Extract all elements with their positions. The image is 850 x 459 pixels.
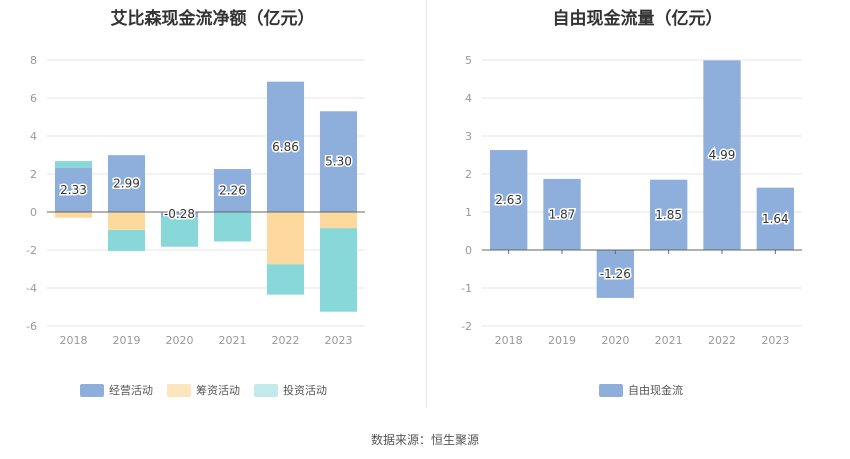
panel-divider — [426, 0, 427, 408]
cash-flow-bar-2021-s2 — [213, 212, 252, 242]
cash-flow-bar-2019-s0 — [107, 155, 146, 212]
free-cash-flow-bar-2021-s0 — [650, 179, 688, 250]
free-cash-flow-data-label-2023: 1.64 — [762, 212, 789, 226]
cash-flow-x-tick-label-2021: 2021 — [219, 334, 247, 347]
free-cash-flow-bar-2020-s0 — [596, 250, 634, 298]
legend-label-free-cash-flow: 自由现金流 — [628, 384, 683, 397]
cash-flow-y-tick-label: -2 — [26, 244, 37, 257]
cash-flow-bar-2023-s2 — [319, 228, 358, 312]
legend-item-financing[interactable]: 筹资活动 — [167, 382, 240, 398]
cash-flow-x-tick-label-2023: 2023 — [325, 334, 353, 347]
cash-flow-data-label-2020: -0.28 — [164, 207, 195, 221]
cash-flow-y-tick-label: 8 — [30, 54, 37, 67]
free-cash-flow-bar-2019-s0 — [543, 178, 581, 250]
legend-label-investing: 投资活动 — [283, 384, 327, 397]
free-cash-flow-x-tick-label-2018: 2018 — [495, 334, 523, 347]
cash-flow-bar-2018-s0 — [54, 167, 93, 212]
free-cash-flow-x-tick-label-2023: 2023 — [761, 334, 789, 347]
left-chart-title: 艾比森现金流净额（亿元） — [110, 9, 315, 29]
free-cash-flow-y-tick-label: 1 — [465, 206, 472, 219]
cash-flow-bar-2023-s1 — [319, 212, 358, 229]
cash-flow-x-tick-label-2022: 2022 — [272, 334, 300, 347]
legend-swatch-operating — [80, 383, 104, 397]
free-cash-flow-y-tick-label: 4 — [465, 92, 472, 105]
free-cash-flow-data-label-2022: 4.99 — [709, 148, 736, 162]
legend-label-financing: 筹资活动 — [196, 384, 240, 397]
free-cash-flow-bar-2023-s0 — [756, 187, 794, 250]
free-cash-flow-data-label-2018: 2.63 — [495, 193, 522, 207]
cash-flow-bar-2022-s2 — [266, 264, 305, 295]
data-source-note: 数据来源：恒生聚源 — [370, 433, 479, 447]
right-chart-title: 自由现金流量（亿元） — [552, 9, 723, 29]
cash-flow-y-tick-label: -6 — [26, 320, 37, 333]
cash-flow-x-tick-label-2020: 2020 — [166, 334, 194, 347]
cash-flow-data-label-2018: 2.33 — [60, 183, 87, 197]
free-cash-flow-y-tick-label: -2 — [461, 320, 472, 333]
cash-flow-bar-2019-s2 — [107, 230, 146, 251]
free-cash-flow-x-tick-label-2020: 2020 — [601, 334, 629, 347]
legend-item-free-cash-flow[interactable]: 自由现金流 — [599, 382, 683, 398]
cash-flow-x-tick-label-2018: 2018 — [60, 334, 88, 347]
legend-swatch-free-cash-flow — [599, 383, 623, 397]
left-legend: 经营活动 筹资活动 投资活动 — [80, 382, 341, 398]
cash-flow-bar-2018-s1 — [54, 212, 93, 218]
free-cash-flow-bar-2018-s0 — [490, 150, 528, 250]
cash-flow-bar-2018-s2 — [54, 161, 93, 168]
free-cash-flow-y-tick-label: 2 — [465, 168, 472, 181]
free-cash-flow-x-tick-label-2019: 2019 — [548, 334, 576, 347]
cash-flow-bar-2023-s0 — [319, 111, 358, 212]
cash-flow-data-label-2023: 5.30 — [325, 155, 352, 169]
cash-flow-y-tick-label: 6 — [30, 92, 37, 105]
free-cash-flow-y-tick-label: 0 — [465, 244, 472, 257]
cash-flow-data-label-2022: 6.86 — [272, 140, 299, 154]
free-cash-flow-y-tick-label: 3 — [465, 130, 472, 143]
free-cash-flow-x-tick-label-2022: 2022 — [708, 334, 736, 347]
cash-flow-y-tick-label: 2 — [30, 168, 37, 181]
legend-swatch-financing — [167, 383, 191, 397]
cash-flow-y-tick-label: 4 — [30, 130, 37, 143]
cash-flow-bar-2020-s0 — [160, 212, 199, 218]
free-cash-flow-x-tick-label-2021: 2021 — [655, 334, 683, 347]
free-cash-flow-data-label-2021: 1.85 — [655, 208, 682, 222]
legend-swatch-investing — [254, 383, 278, 397]
right-legend: 自由现金流 — [599, 382, 697, 398]
legend-label-operating: 经营活动 — [109, 384, 153, 397]
free-cash-flow-bar-2022-s0 — [703, 60, 741, 250]
free-cash-flow-data-label-2019: 1.87 — [549, 207, 576, 221]
free-cash-flow-data-label-2020: -1.26 — [600, 267, 631, 281]
cash-flow-x-tick-label-2019: 2019 — [113, 334, 141, 347]
cash-flow-bar-2022-s0 — [266, 81, 305, 212]
cash-flow-bar-2020-s2 — [160, 217, 199, 247]
cash-flow-data-label-2019: 2.99 — [113, 177, 140, 191]
legend-item-operating[interactable]: 经营活动 — [80, 382, 153, 398]
cash-flow-y-tick-label: 0 — [30, 206, 37, 219]
cash-flow-bar-2019-s1 — [107, 212, 146, 231]
cash-flow-bar-2021-s0 — [213, 169, 252, 212]
cash-flow-data-label-2021: 2.26 — [219, 184, 246, 198]
free-cash-flow-y-tick-label: -1 — [461, 282, 472, 295]
cash-flow-y-tick-label: -4 — [26, 282, 37, 295]
cash-flow-bar-2022-s1 — [266, 212, 305, 265]
legend-item-investing[interactable]: 投资活动 — [254, 382, 327, 398]
free-cash-flow-y-tick-label: 5 — [465, 54, 472, 67]
